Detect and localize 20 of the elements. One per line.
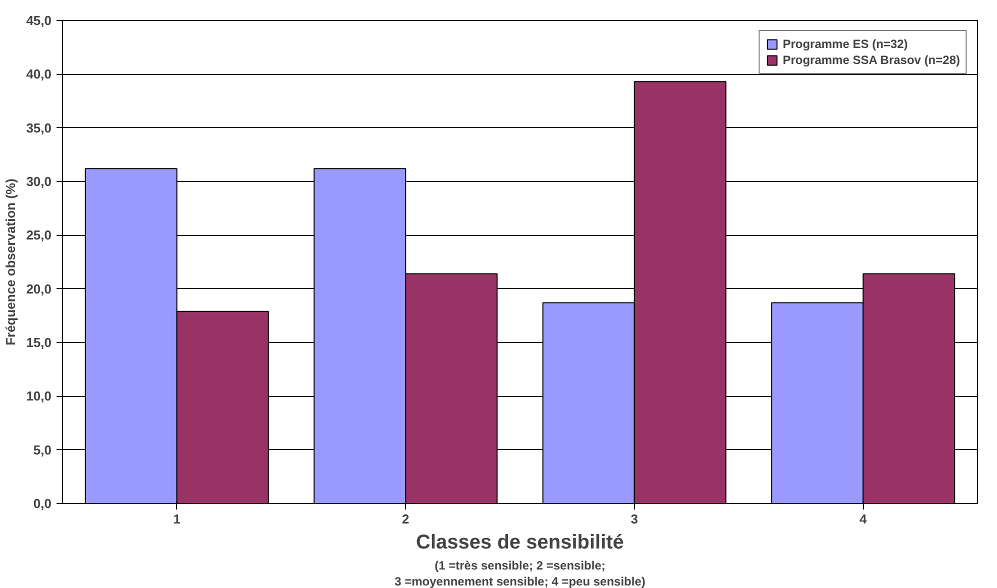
- text: 3 =moyennement sensible; 4 =peu sensible): [394, 574, 646, 588]
- y-tick-label: 45,0: [26, 13, 52, 28]
- y-tick-label: 30,0: [26, 174, 52, 189]
- y-tick-label: 15,0: [26, 335, 52, 350]
- legend-label: Programme ES (n=32): [782, 37, 908, 51]
- y-axis-title: Fréquence observation (%): [3, 178, 18, 346]
- y-tick-label: 0,0: [33, 496, 52, 511]
- y-tick-label: 25,0: [26, 228, 52, 243]
- x-tick-label: 4: [860, 512, 868, 526]
- y-tick-label: 40,0: [26, 66, 52, 82]
- x-tick-label: 1: [173, 512, 180, 526]
- y-tick-label: 10,0: [26, 388, 52, 404]
- x-axis-title: Classes de sensibilité: [416, 532, 624, 554]
- x-tick-label: 2: [402, 512, 410, 526]
- y-tick-label: 5,0: [33, 442, 52, 458]
- text: (1 =très sensible; 2 =sensible;: [434, 558, 606, 572]
- y-tick-label: 35,0: [26, 120, 52, 136]
- y-tick-label: 20,0: [26, 281, 52, 296]
- legend-label: Programme SSA Brasov (n=28): [782, 53, 960, 67]
- x-tick-label: 3: [630, 512, 638, 526]
